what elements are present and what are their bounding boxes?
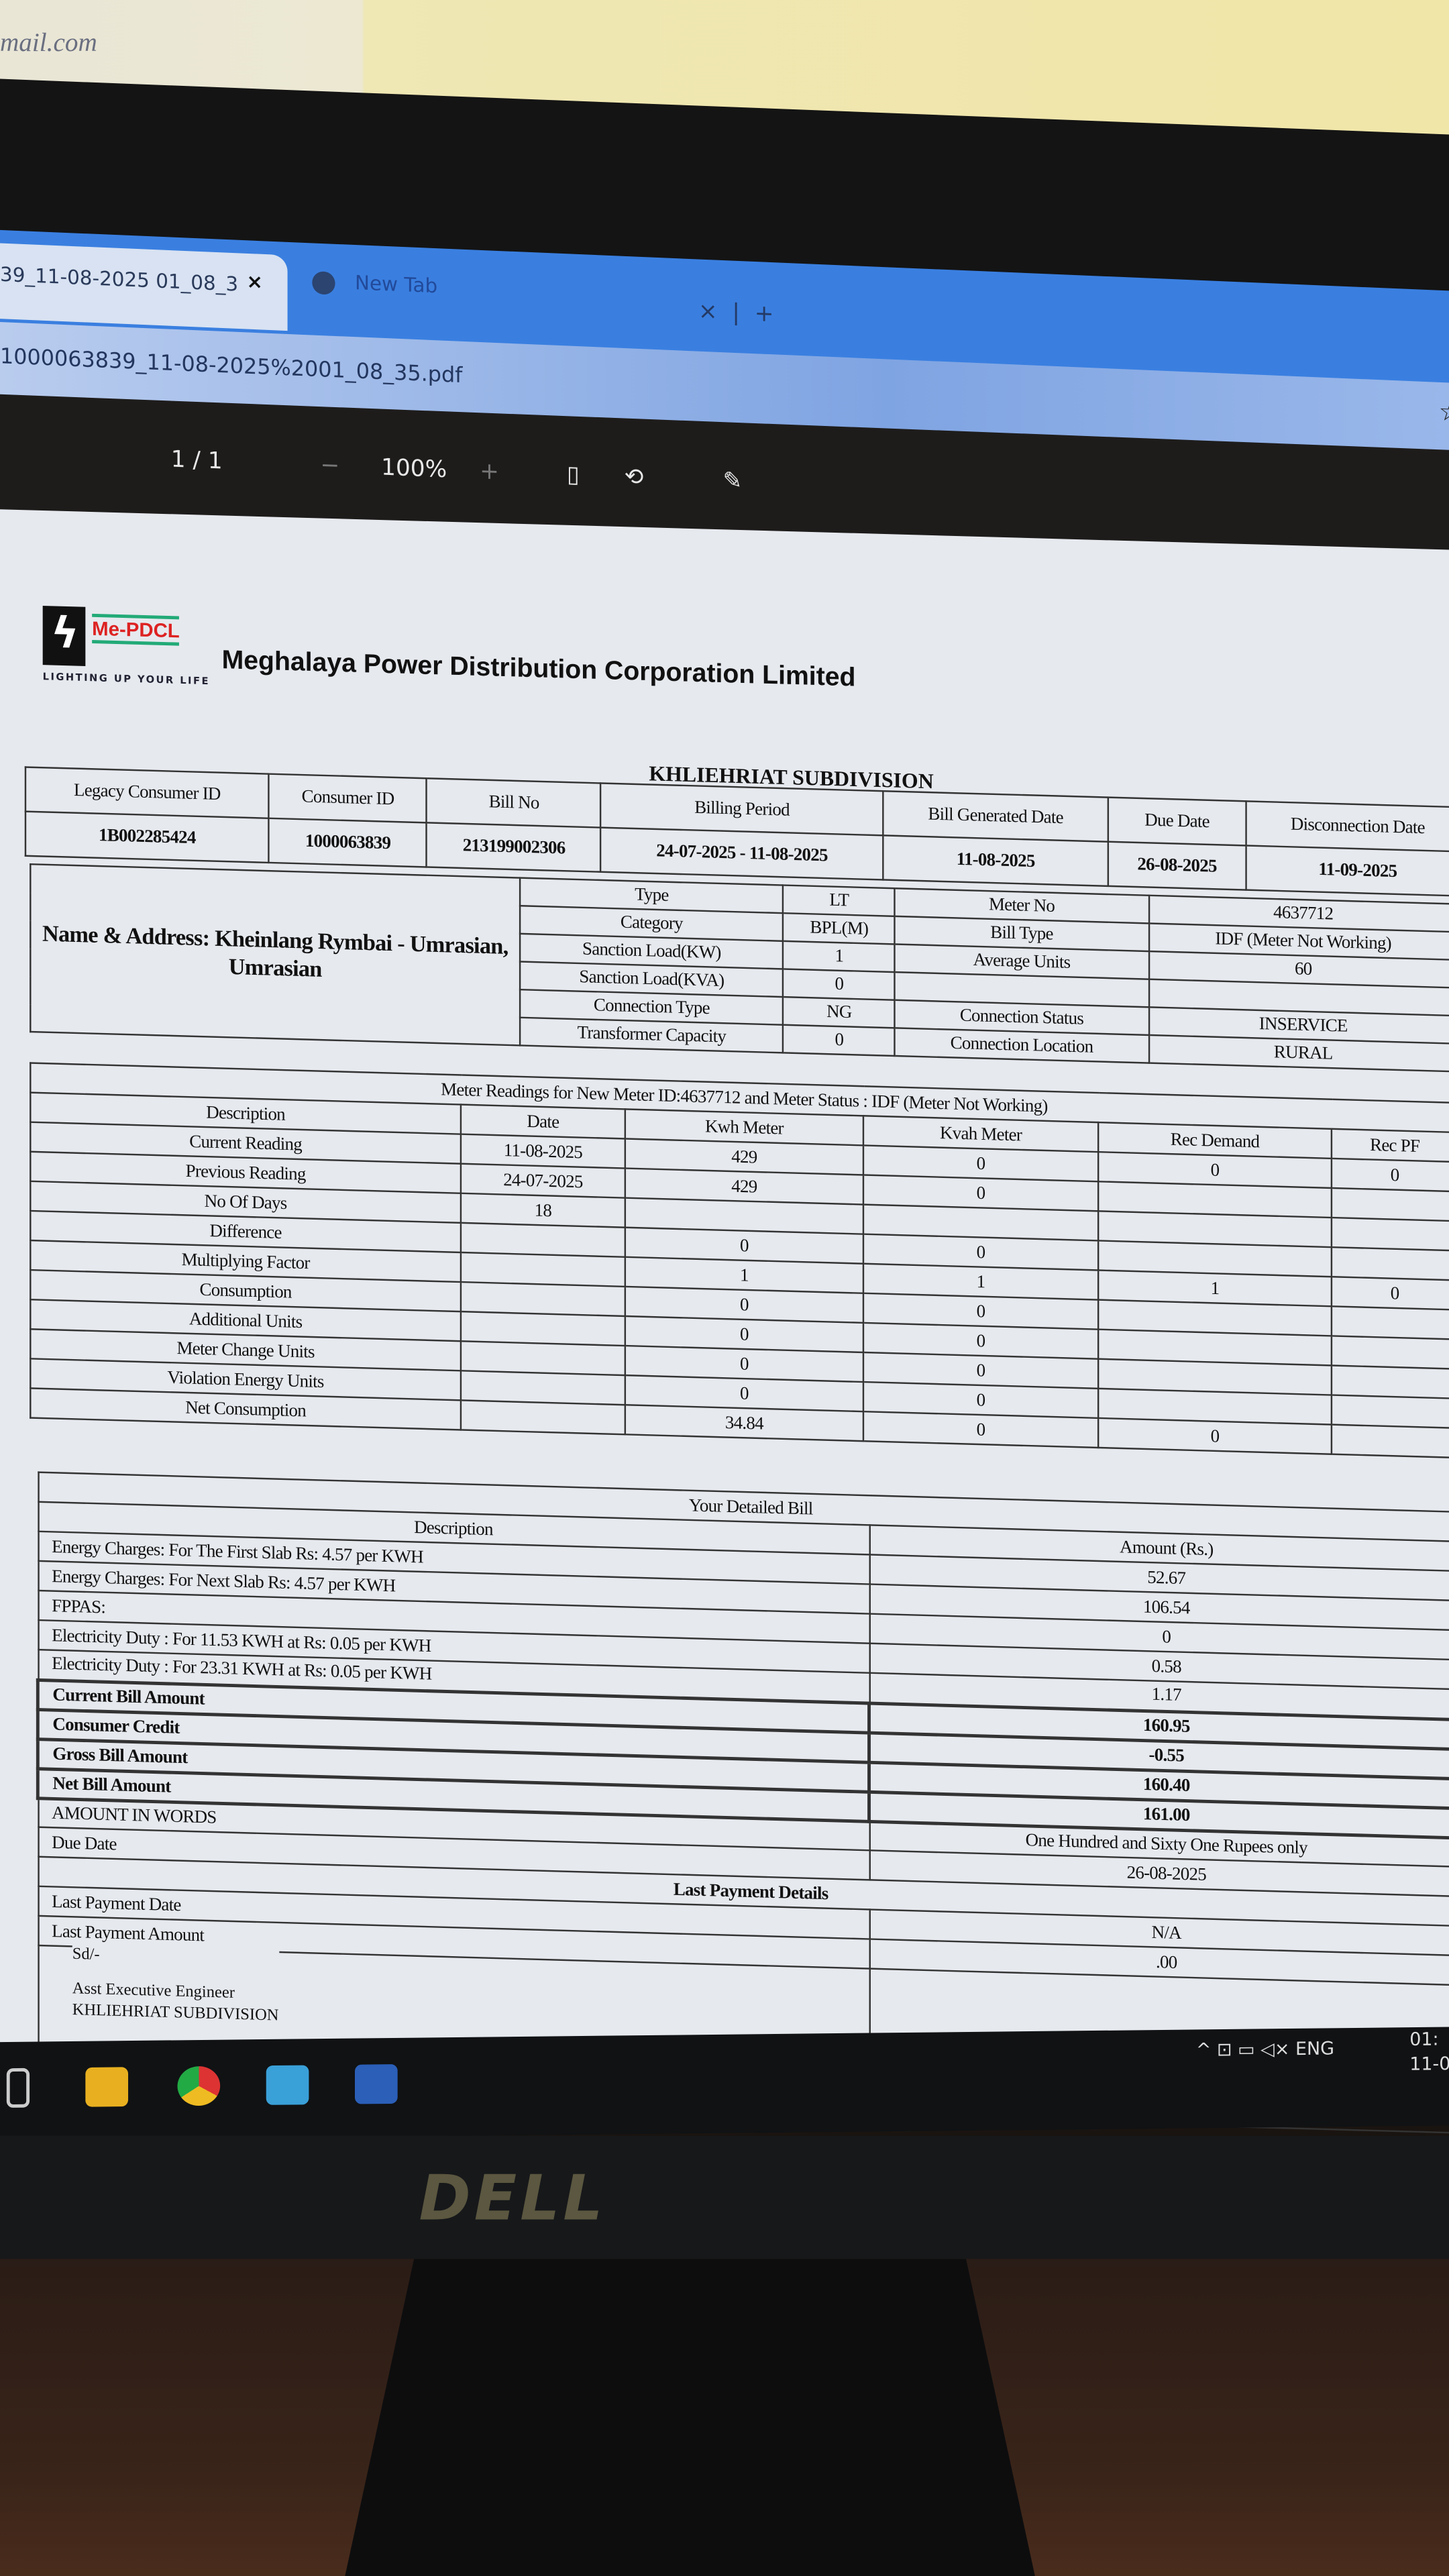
- header-label: Legacy Consumer ID: [25, 767, 269, 818]
- table-cell: 0: [1098, 1417, 1332, 1454]
- tab-title: 39_11-08-2025 01_08_3: [0, 262, 239, 297]
- table-cell: 0: [863, 1411, 1099, 1448]
- paper-note: mail.com: [0, 30, 97, 58]
- tab-title: New Tab: [354, 271, 438, 298]
- info-value: 0: [783, 969, 896, 1000]
- monitor-bezel-bottom: [0, 2135, 1449, 2259]
- word-icon[interactable]: [354, 2064, 398, 2104]
- table-cell: [460, 1311, 625, 1346]
- mepdcl-logo: ϟ Me-PDCL LIGHTING UP YOUR LIFE: [42, 606, 217, 693]
- table-cell: [1331, 1247, 1449, 1281]
- table-cell: [1331, 1336, 1449, 1369]
- new-tab-button[interactable]: +: [754, 301, 774, 329]
- header-label: Bill Generated Date: [883, 791, 1109, 842]
- star-icon[interactable]: ☆: [1438, 395, 1449, 428]
- taskbar: ^ ⊡ ▭ ◁× ENG 01: 11-0: [0, 2027, 1449, 2141]
- chrome-icon[interactable]: [177, 2065, 221, 2106]
- info-value: BPL(M): [783, 913, 896, 945]
- header-label: Consumer ID: [268, 773, 427, 823]
- table-cell: 0: [1331, 1158, 1449, 1192]
- tab-new-tab[interactable]: New Tab: [312, 270, 437, 299]
- info-value: 1: [783, 941, 896, 973]
- table-cell: [460, 1400, 625, 1435]
- clock[interactable]: 01: 11-0: [1409, 2029, 1449, 2076]
- info-value: 0: [783, 1024, 896, 1057]
- table-cell: [1331, 1306, 1449, 1340]
- zoom-level[interactable]: 100%: [381, 455, 447, 484]
- table-cell: 34.84: [625, 1405, 863, 1442]
- header-value: 24-07-2025 - 11-08-2025: [600, 827, 883, 880]
- meter-readings-table: Meter Readings for New Meter ID:4637712 …: [30, 1062, 1449, 1458]
- table-cell: 24-07-2025: [460, 1163, 625, 1198]
- table-cell: [1331, 1187, 1449, 1222]
- header-value: 1000063839: [268, 818, 427, 867]
- page-indicator[interactable]: 1 / 1: [170, 447, 223, 476]
- signature-block: Sd/- Asst Executive Engineer KHLIEHRIAT …: [72, 1943, 279, 2027]
- close-tab-icon[interactable]: ×: [698, 299, 718, 326]
- dell-logo: DELL: [419, 2161, 606, 2235]
- rotate-icon[interactable]: ⟲: [624, 464, 644, 492]
- header-value: 26-08-2025: [1108, 841, 1246, 890]
- app-icon[interactable]: [266, 2065, 309, 2105]
- file-explorer-icon[interactable]: [85, 2067, 129, 2107]
- header-value: 11-09-2025: [1246, 845, 1449, 896]
- chrome-icon: [312, 270, 335, 294]
- header-value: 1B002285424: [25, 811, 269, 863]
- table-cell: [1331, 1365, 1449, 1399]
- column-header: Rec PF: [1331, 1128, 1449, 1163]
- zoom-out-button[interactable]: −: [320, 452, 340, 480]
- header-label: Billing Period: [600, 783, 883, 836]
- zoom-in-button[interactable]: +: [480, 458, 499, 486]
- consumer-info-table: Name & Address: Kheinlang Rymbai - Umras…: [30, 863, 1449, 1073]
- table-cell: 11-08-2025: [460, 1134, 625, 1169]
- header-label: Due Date: [1108, 797, 1246, 846]
- close-tab-icon[interactable]: ×: [246, 270, 263, 294]
- name-address: Name & Address: Kheinlang Rymbai - Umras…: [30, 864, 521, 1046]
- task-view-icon[interactable]: [6, 2068, 30, 2108]
- pen-icon[interactable]: ✎: [722, 468, 743, 496]
- pdf-page: ϟ Me-PDCL LIGHTING UP YOUR LIFE Meghalay…: [0, 509, 1449, 2133]
- system-tray[interactable]: ^ ⊡ ▭ ◁× ENG: [1195, 2037, 1335, 2061]
- info-value: LT: [783, 885, 896, 916]
- info-value: NG: [783, 997, 896, 1028]
- table-cell: [460, 1222, 625, 1257]
- tab-pdf[interactable]: 39_11-08-2025 01_08_3 ×: [0, 243, 288, 331]
- header-value: 11-08-2025: [883, 835, 1109, 886]
- header-label: Disconnection Date: [1246, 801, 1449, 852]
- table-cell: 18: [460, 1193, 625, 1228]
- table-cell: [460, 1341, 625, 1376]
- table-cell: [460, 1282, 625, 1316]
- table-cell: [1331, 1218, 1449, 1251]
- company-name: Meghalaya Power Distribution Corporation…: [221, 647, 856, 693]
- header-label: Bill No: [427, 778, 601, 828]
- table-cell: [1331, 1395, 1449, 1428]
- monitor-stand: [345, 2259, 1035, 2576]
- column-header: Date: [460, 1104, 625, 1139]
- url-text: 1000063839_11-08-2025%2001_08_35.pdf: [0, 345, 463, 389]
- header-value: 213199002306: [427, 822, 601, 872]
- table-cell: [1331, 1424, 1449, 1458]
- table-cell: [460, 1252, 625, 1287]
- table-cell: 0: [1331, 1277, 1449, 1310]
- table-cell: [460, 1371, 625, 1405]
- fit-page-icon[interactable]: ▯: [566, 462, 580, 489]
